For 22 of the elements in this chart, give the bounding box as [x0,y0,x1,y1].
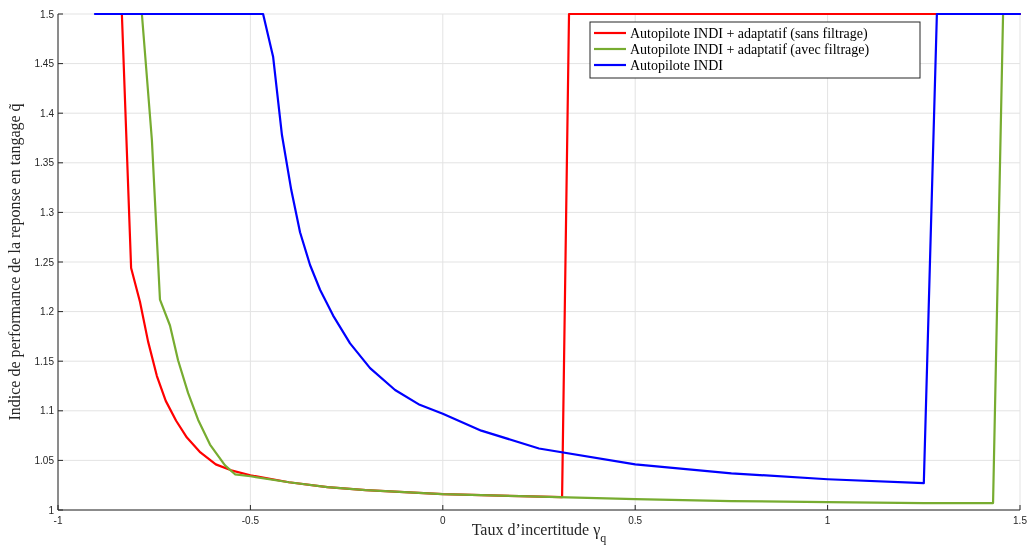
y-tick-label: 1.35 [34,157,55,169]
y-tick-label: 1 [48,504,55,516]
y-tick-label: 1.1 [40,405,55,417]
legend-label: Autopilote INDI + adaptatif (sans filtrage) [630,25,868,42]
y-tick-label: 1.15 [34,355,55,367]
y-tick-label: 1.3 [40,206,55,218]
y-tick-label: 1.4 [40,107,55,119]
y-tick-label: 1.5 [40,8,55,20]
x-tick-label: 0.5 [628,515,643,526]
y-tick-label: 1.45 [34,58,55,70]
x-tick-label: -0.5 [241,515,260,526]
x-tick-label: 1.5 [1013,515,1027,526]
legend-label: Autopilote INDI + adaptatif (avec filtrage) [630,41,870,58]
legend-label: Autopilote INDI [630,57,724,73]
x-tick-label: -1 [53,515,63,526]
y-axis-title: Indice de performance de la reponse en tangage q̃ [6,103,24,421]
y-tick-label: 1.2 [40,306,55,318]
x-tick-label: 0 [440,515,447,526]
y-tick-label: 1.05 [34,454,55,466]
x-tick-label: 1 [824,515,831,526]
y-tick-label: 1.25 [34,256,55,268]
x-axis-title: Taux d’incertitude γ$_{q}$ [471,521,607,545]
